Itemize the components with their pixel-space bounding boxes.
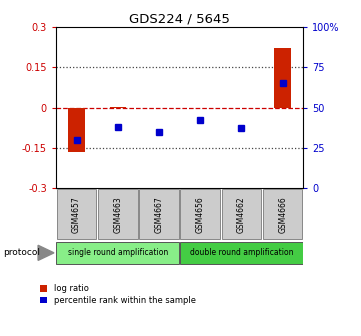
FancyBboxPatch shape (139, 189, 179, 239)
Bar (274, 48, 291, 108)
FancyBboxPatch shape (98, 189, 138, 239)
Text: GSM4663: GSM4663 (113, 196, 122, 233)
FancyBboxPatch shape (180, 242, 303, 264)
FancyBboxPatch shape (222, 189, 261, 239)
Text: protocol: protocol (4, 248, 40, 257)
Bar (109, 107, 126, 108)
Text: GSM4666: GSM4666 (278, 196, 287, 233)
Text: GSM4667: GSM4667 (155, 196, 164, 233)
Polygon shape (38, 245, 54, 260)
Title: GDS224 / 5645: GDS224 / 5645 (129, 13, 230, 26)
Text: single round amplification: single round amplification (68, 248, 168, 257)
Text: GSM4662: GSM4662 (237, 196, 246, 233)
FancyBboxPatch shape (56, 242, 179, 264)
Text: GSM4656: GSM4656 (196, 196, 205, 233)
Bar (68, 108, 85, 152)
Text: GSM4657: GSM4657 (72, 196, 81, 233)
FancyBboxPatch shape (57, 189, 96, 239)
Text: double round amplification: double round amplification (190, 248, 293, 257)
FancyBboxPatch shape (180, 189, 220, 239)
Legend: log ratio, percentile rank within the sample: log ratio, percentile rank within the sa… (40, 285, 196, 305)
FancyBboxPatch shape (263, 189, 303, 239)
